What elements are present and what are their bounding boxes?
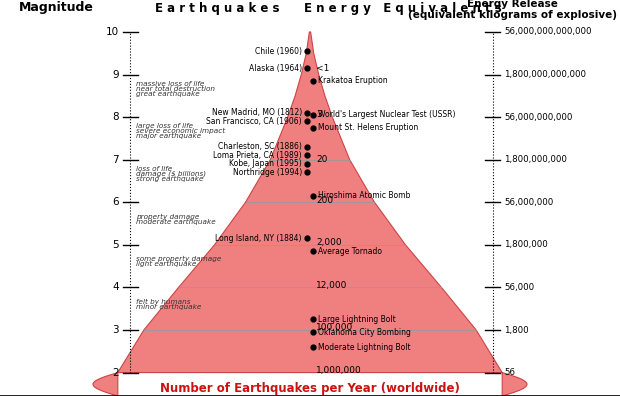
Text: Energy Release
(equivalent kilograms of explosive): Energy Release (equivalent kilograms of … (408, 0, 617, 20)
Text: World's Largest Nuclear Test (USSR): World's Largest Nuclear Test (USSR) (318, 110, 456, 120)
Text: 2,000: 2,000 (316, 238, 342, 247)
Text: 56,000: 56,000 (504, 283, 534, 292)
Text: large loss of life: large loss of life (136, 123, 193, 129)
Text: 2: 2 (112, 367, 119, 377)
Text: 12,000: 12,000 (316, 281, 348, 290)
Text: Alaska (1964): Alaska (1964) (249, 64, 302, 72)
Text: felt by humans: felt by humans (136, 299, 191, 305)
Text: 1,800: 1,800 (504, 326, 529, 335)
Polygon shape (93, 32, 527, 396)
Text: Long Island, NY (1884): Long Island, NY (1884) (215, 234, 302, 243)
Text: Average Tornado: Average Tornado (318, 247, 382, 256)
Text: Moderate Lightning Bolt: Moderate Lightning Bolt (318, 343, 410, 352)
Text: near total destruction: near total destruction (136, 86, 215, 91)
Text: 56,000,000,000,000: 56,000,000,000,000 (504, 27, 591, 36)
Text: 20: 20 (316, 155, 327, 164)
Text: great earthquake: great earthquake (136, 90, 200, 97)
Text: strong earthquake: strong earthquake (136, 175, 204, 182)
Text: severe economic impact: severe economic impact (136, 128, 226, 134)
Text: New Madrid, MO (1812): New Madrid, MO (1812) (211, 109, 302, 117)
Text: 56,000,000: 56,000,000 (504, 198, 553, 207)
Text: E a r t h q u a k e s: E a r t h q u a k e s (155, 2, 279, 15)
Text: Magnitude: Magnitude (19, 1, 94, 14)
Text: light earthquake: light earthquake (136, 261, 197, 267)
Text: 100,000: 100,000 (316, 324, 353, 332)
Text: 4: 4 (112, 282, 119, 292)
Text: 7: 7 (112, 155, 119, 165)
Text: 1,800,000,000: 1,800,000,000 (504, 155, 567, 164)
Text: 56,000,000,000: 56,000,000,000 (504, 112, 572, 122)
Text: damage ($ billions): damage ($ billions) (136, 171, 206, 177)
Text: 200: 200 (316, 196, 334, 205)
Text: 1,000,000: 1,000,000 (316, 366, 362, 375)
Text: <1: <1 (316, 64, 330, 72)
Text: Northridge (1994): Northridge (1994) (232, 168, 302, 177)
Text: property damage: property damage (136, 214, 200, 220)
Text: E n e r g y   E q u i v a l e n t s: E n e r g y E q u i v a l e n t s (304, 2, 502, 15)
Text: massive loss of life: massive loss of life (136, 81, 205, 87)
Text: Charleston, SC (1886): Charleston, SC (1886) (218, 143, 302, 151)
Text: 9: 9 (112, 70, 119, 80)
Text: 8: 8 (112, 112, 119, 122)
Text: Loma Prieta, CA (1989): Loma Prieta, CA (1989) (213, 151, 302, 160)
Text: Oklahoma City Bombing: Oklahoma City Bombing (318, 327, 411, 337)
Text: Kobe, Japan (1995): Kobe, Japan (1995) (229, 160, 302, 168)
Text: San Francisco, CA (1906): San Francisco, CA (1906) (206, 117, 302, 126)
Text: 56: 56 (504, 368, 515, 377)
Text: 3: 3 (316, 110, 322, 120)
Text: Chile (1960): Chile (1960) (255, 47, 302, 55)
Text: 1,800,000: 1,800,000 (504, 240, 548, 249)
Text: Large Lightning Bolt: Large Lightning Bolt (318, 315, 396, 324)
Text: 3: 3 (112, 325, 119, 335)
Text: loss of life: loss of life (136, 166, 172, 172)
Text: ...: ... (510, 389, 519, 396)
Text: some property damage: some property damage (136, 256, 222, 263)
Text: Hiroshima Atomic Bomb: Hiroshima Atomic Bomb (318, 191, 410, 200)
Text: minor earthquake: minor earthquake (136, 304, 202, 310)
Text: 10: 10 (106, 27, 119, 37)
Text: moderate earthquake: moderate earthquake (136, 219, 216, 225)
Text: 1,800,000,000,000: 1,800,000,000,000 (504, 70, 586, 79)
Text: Number of Earthquakes per Year (worldwide): Number of Earthquakes per Year (worldwid… (160, 382, 460, 395)
Text: major earthquake: major earthquake (136, 133, 202, 139)
Text: Mount St. Helens Eruption: Mount St. Helens Eruption (318, 123, 418, 132)
Text: Krakatoa Eruption: Krakatoa Eruption (318, 76, 388, 86)
Text: 5: 5 (112, 240, 119, 250)
Text: 6: 6 (112, 197, 119, 207)
Text: ...: ... (101, 389, 110, 396)
